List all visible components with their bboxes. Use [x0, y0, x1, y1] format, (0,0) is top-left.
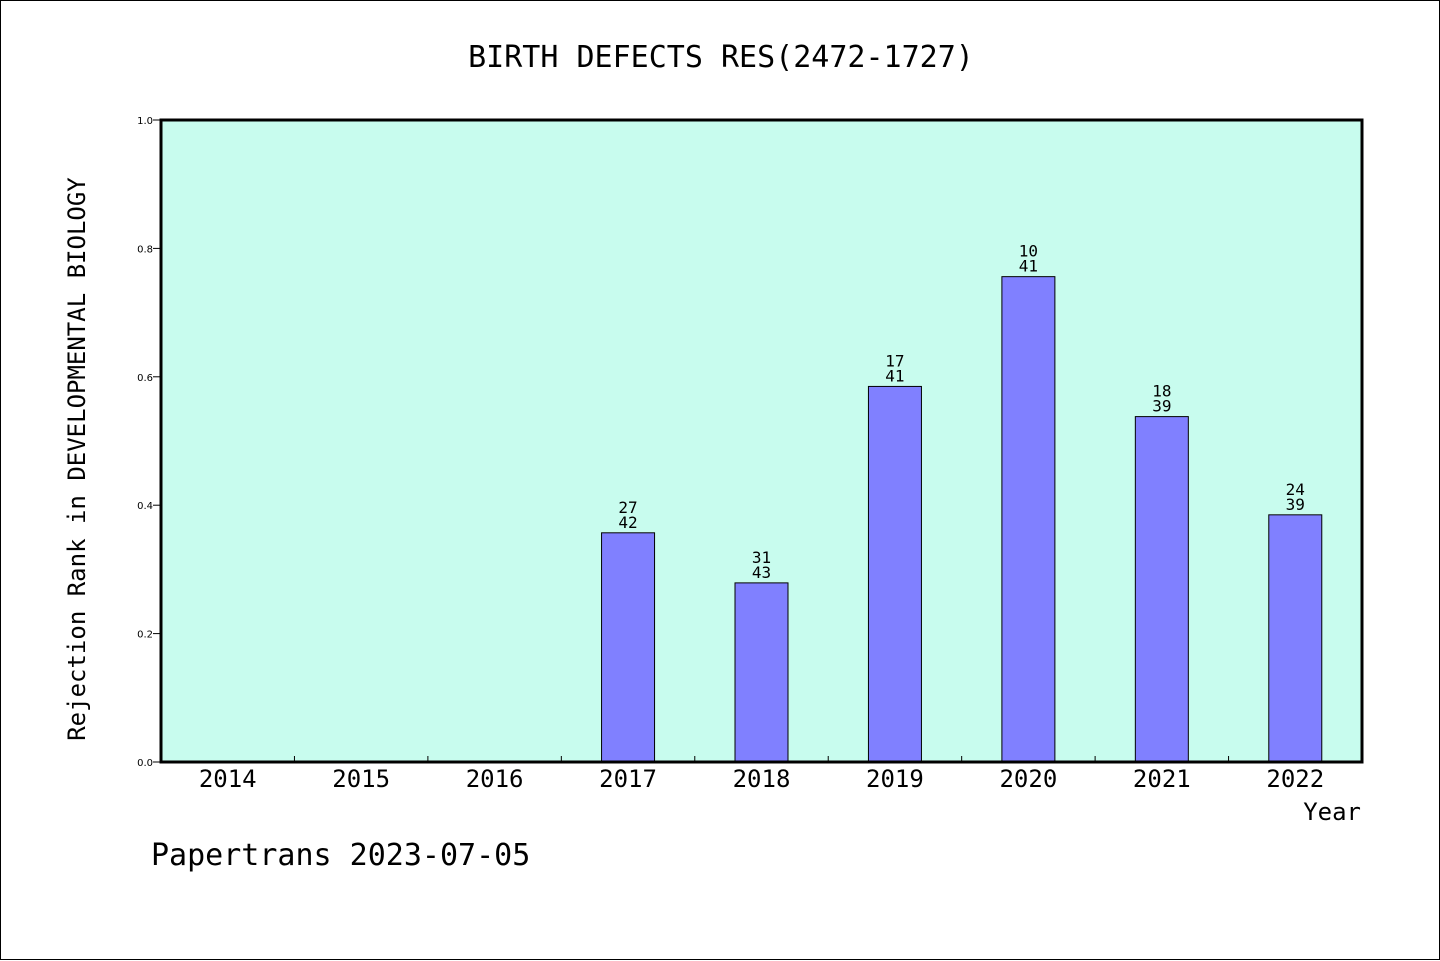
y-tick-label: 0.6	[137, 373, 153, 384]
bar-label-total: 41	[1019, 257, 1038, 276]
y-tick-label: 0.4	[137, 501, 153, 512]
bar-label-rank: 10	[1019, 242, 1038, 261]
y-tick-label: 1.0	[137, 116, 153, 127]
bar-label-rank: 17	[885, 351, 904, 370]
chart-title: BIRTH DEFECTS RES(2472-1727)	[468, 40, 974, 75]
bar-label-total: 41	[885, 366, 904, 385]
bar-label-rank: 27	[618, 498, 637, 517]
x-tick-label: 2014	[199, 765, 257, 793]
x-axis-ticks: 2014 2015 2016 2017 2018 2019 2020 2021 2022	[199, 756, 1324, 793]
plot-border	[159, 118, 1364, 764]
x-tick-label: 2015	[332, 765, 390, 793]
y-axis-ticks: 0.0 0.2 0.4 0.6 0.8 1.0	[137, 116, 161, 769]
bar-2021	[1134, 416, 1189, 763]
bar-label-rank: 18	[1152, 382, 1171, 401]
bar-2017	[601, 532, 656, 763]
y-axis-label: Rejection Rank in DEVELOPMENTAL BIOLOGY	[63, 177, 91, 741]
bar-2022	[1268, 514, 1323, 763]
x-tick-label: 2018	[733, 765, 791, 793]
bars-group	[601, 276, 1323, 763]
x-axis-label: Year	[1303, 798, 1361, 826]
bar-2018	[734, 582, 789, 763]
x-tick-label: 2019	[866, 765, 924, 793]
bar-2019	[867, 385, 922, 763]
bar-label-total: 43	[752, 563, 771, 582]
bar-2020	[1001, 276, 1056, 763]
x-tick-label: 2020	[999, 765, 1057, 793]
bar-label-total: 39	[1286, 495, 1305, 514]
x-tick-label: 2021	[1133, 765, 1191, 793]
bar-label-total: 42	[618, 513, 637, 532]
bar-label-total: 39	[1152, 397, 1171, 416]
y-tick-label: 0.0	[137, 758, 153, 769]
bar-label-rank: 31	[752, 548, 771, 567]
x-tick-label: 2017	[599, 765, 657, 793]
y-tick-label: 0.2	[137, 630, 153, 641]
bar-label-rank: 24	[1286, 480, 1305, 499]
footer-watermark: Papertrans 2023-07-05	[151, 838, 530, 873]
x-tick-label: 2022	[1266, 765, 1324, 793]
y-tick-label: 0.8	[137, 244, 153, 255]
x-tick-label: 2016	[466, 765, 524, 793]
